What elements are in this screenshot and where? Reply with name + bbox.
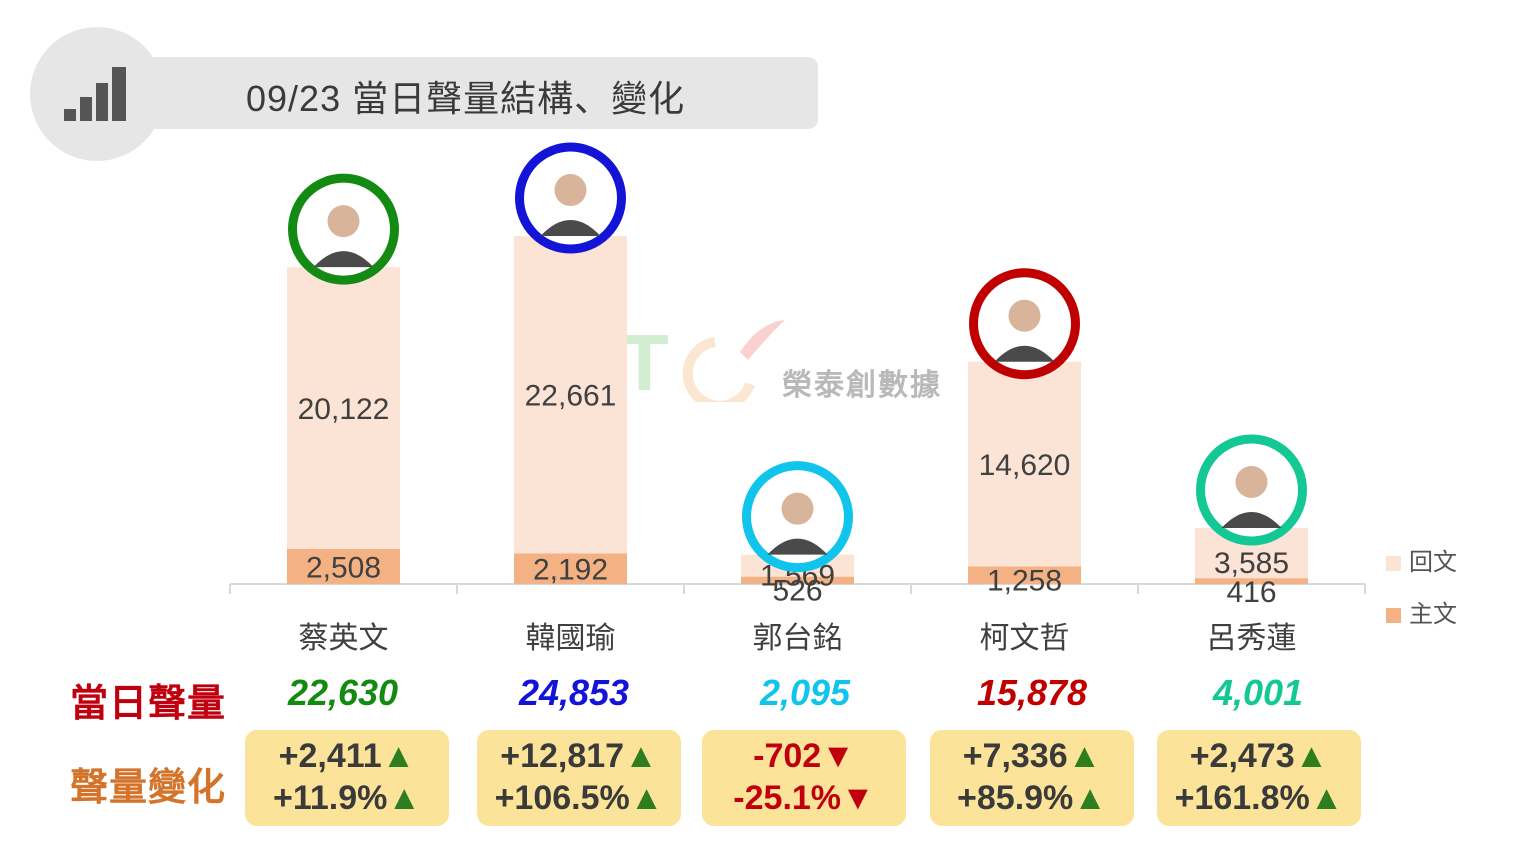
change-percent: +161.8%▲ <box>1174 779 1344 817</box>
bar-reply <box>287 267 400 549</box>
bar-reply <box>968 361 1081 567</box>
change-absolute: +7,336▲ <box>962 737 1102 775</box>
data-label-main: 2,508 <box>306 551 381 584</box>
category-label: 呂秀蓮 <box>1207 622 1297 655</box>
change-absolute: -702▼ <box>753 737 855 775</box>
change-box: +12,817▲ +106.5%▲ <box>477 730 681 826</box>
avatar-head <box>1235 465 1268 498</box>
avatar-head <box>1008 299 1041 332</box>
avatar-body <box>994 345 1055 362</box>
category-label: 郭台銘 <box>753 622 843 655</box>
up-arrow-icon: ▲ <box>381 737 416 775</box>
avatar-body <box>540 220 601 237</box>
data-label-main: 1,258 <box>987 564 1062 597</box>
total-value: 24,853 <box>518 672 630 713</box>
up-arrow-icon: ▲ <box>387 779 422 817</box>
data-label-main: 416 <box>1226 576 1276 609</box>
data-label-reply: 22,661 <box>525 380 617 413</box>
up-arrow-icon: ▲ <box>1073 779 1107 817</box>
svg-text:T: T <box>620 318 669 402</box>
change-percent: +11.9%▲ <box>272 779 422 817</box>
total-value: 4,001 <box>1212 672 1304 713</box>
data-label-main: 2,192 <box>533 554 608 587</box>
legend-reply-swatch <box>1386 556 1401 572</box>
signal-bars-icon <box>64 67 126 121</box>
avatar-head <box>327 205 360 238</box>
bar-main <box>514 553 627 584</box>
up-arrow-icon: ▲ <box>1309 779 1344 817</box>
change-row-label: 聲量變化 <box>70 767 227 809</box>
total-row-label: 當日聲量 <box>70 683 227 725</box>
up-arrow-icon: ▲ <box>629 779 664 817</box>
bar-main <box>741 576 854 584</box>
avatar-head <box>781 492 814 525</box>
change-absolute: +2,473▲ <box>1189 737 1329 775</box>
legend-reply-label: 回文 <box>1409 549 1457 576</box>
change-absolute: +12,817▲ <box>500 737 658 775</box>
header-bar <box>150 57 818 129</box>
data-label-reply: 3,585 <box>1214 547 1289 580</box>
up-arrow-icon: ▲ <box>1067 737 1102 775</box>
up-arrow-icon: ▲ <box>1294 737 1329 775</box>
category-label: 蔡英文 <box>299 622 389 655</box>
watermark-text: 榮泰創數據 <box>782 369 942 402</box>
category-label: 柯文哲 <box>980 622 1070 655</box>
data-label-main: 526 <box>772 575 822 608</box>
watermark-logo: T <box>620 318 785 402</box>
avatar-body <box>767 538 828 555</box>
total-value: 2,095 <box>759 672 851 713</box>
bar-main <box>287 548 400 584</box>
up-arrow-icon: ▲ <box>624 737 658 775</box>
total-value: 15,878 <box>976 672 1088 713</box>
category-label: 韓國瑜 <box>526 622 616 655</box>
total-value: 22,630 <box>287 672 399 713</box>
data-label-reply: 14,620 <box>979 449 1071 482</box>
change-box: +7,336▲ +85.9%▲ <box>930 730 1134 826</box>
change-absolute: +2,411▲ <box>278 737 416 775</box>
legend-reply: 回文 <box>1386 542 1457 577</box>
legend-main: 主文 <box>1386 594 1457 629</box>
change-box: +2,473▲ +161.8%▲ <box>1157 730 1361 826</box>
bar-reply <box>514 236 627 554</box>
avatar-body <box>1221 511 1282 528</box>
legend-main-swatch <box>1386 608 1401 624</box>
change-percent: -25.1%▼ <box>733 779 875 817</box>
bar-main <box>1195 578 1308 584</box>
change-box: -702▼ -25.1%▼ <box>702 730 906 826</box>
change-percent: +106.5%▲ <box>494 779 664 817</box>
change-percent: +85.9%▲ <box>957 779 1107 817</box>
bar-main <box>968 566 1081 584</box>
legend-main-label: 主文 <box>1409 601 1457 628</box>
avatar-body <box>313 251 374 268</box>
avatar-head <box>554 174 587 207</box>
change-box: +2,411▲ +11.9%▲ <box>245 730 449 826</box>
page-title: 09/23 當日聲量結構、變化 <box>246 78 686 119</box>
data-label-reply: 20,122 <box>298 393 390 426</box>
